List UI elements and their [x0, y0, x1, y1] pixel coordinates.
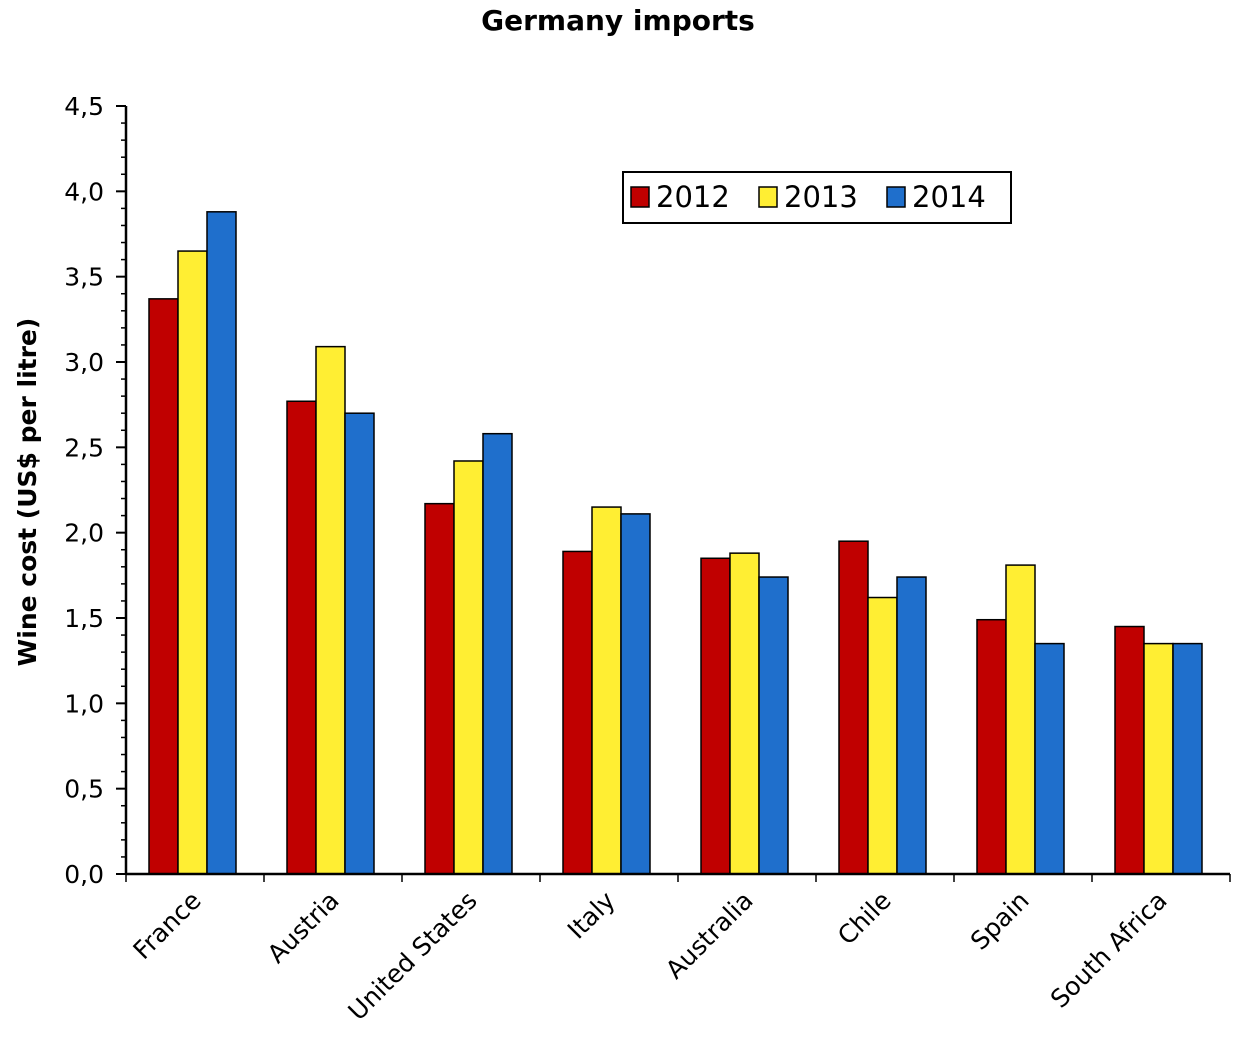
y-tick-label: 2,0 [64, 519, 104, 548]
bar-spain-2012 [976, 618, 1007, 875]
y-tick-label: 1,0 [64, 689, 104, 718]
legend-label: 2012 [656, 180, 730, 214]
y-tick-label: 3,0 [64, 348, 104, 377]
legend: 2012 2013 2014 [622, 171, 1012, 224]
bar-spain-2014 [1034, 642, 1065, 875]
legend-swatch-2014 [886, 186, 906, 208]
category-label: France [127, 886, 206, 965]
bar-south-africa-2014 [1172, 642, 1203, 875]
bar-australia-2013 [729, 552, 760, 875]
bar-united-states-2014 [482, 432, 513, 875]
category-label: Chile [832, 886, 897, 951]
y-axis-label: Wine cost (US$ per litre) [13, 318, 42, 667]
bar-south-africa-2013 [1143, 642, 1174, 875]
bars [148, 211, 1203, 875]
bar-united-states-2012 [424, 502, 455, 875]
legend-label: 2013 [784, 180, 858, 214]
axes [124, 106, 1230, 876]
bar-united-states-2013 [453, 460, 484, 875]
y-tick-label: 4,5 [64, 92, 104, 121]
legend-box [622, 171, 1012, 224]
category-label: Austria [262, 886, 345, 969]
chart-title: Germany imports [481, 4, 755, 37]
legend-swatch-2012 [630, 186, 650, 208]
y-tick-label: 1,5 [64, 604, 104, 633]
bar-france-2013 [177, 250, 208, 875]
category-label: Spain [965, 886, 1035, 956]
bar-austria-2012 [286, 400, 317, 875]
category-label: Italy [562, 886, 621, 945]
bar-austria-2013 [315, 345, 346, 875]
category-label: Australia [660, 886, 759, 985]
bar-australia-2012 [700, 557, 731, 875]
y-tick-label: 4,0 [64, 177, 104, 206]
category-label: United States [343, 886, 483, 1026]
y-axis-ticks: 0,0 0,5 1,0 1,5 2,0 2,5 3,0 3,5 4,0 4,5 [64, 92, 126, 889]
y-tick-label: 0,5 [64, 775, 104, 804]
bar-france-2012 [148, 298, 179, 875]
bar-south-africa-2012 [1114, 625, 1145, 875]
bar-spain-2013 [1005, 564, 1036, 875]
bar-chile-2012 [838, 540, 869, 875]
bar-australia-2014 [758, 576, 789, 875]
bar-austria-2014 [344, 412, 375, 875]
bar-chile-2013 [867, 596, 898, 875]
legend-swatch-2013 [758, 186, 778, 208]
y-tick-label: 3,5 [64, 263, 104, 292]
bar-italy-2013 [591, 506, 622, 875]
bar-chile-2014 [896, 576, 927, 875]
bar-italy-2014 [620, 513, 651, 875]
category-label: South Africa [1045, 886, 1173, 1014]
y-tick-label: 0,0 [64, 860, 104, 889]
legend-label: 2014 [912, 180, 986, 214]
bar-italy-2012 [562, 550, 593, 875]
y-tick-label: 2,5 [64, 433, 104, 462]
bar-france-2014 [206, 211, 237, 875]
